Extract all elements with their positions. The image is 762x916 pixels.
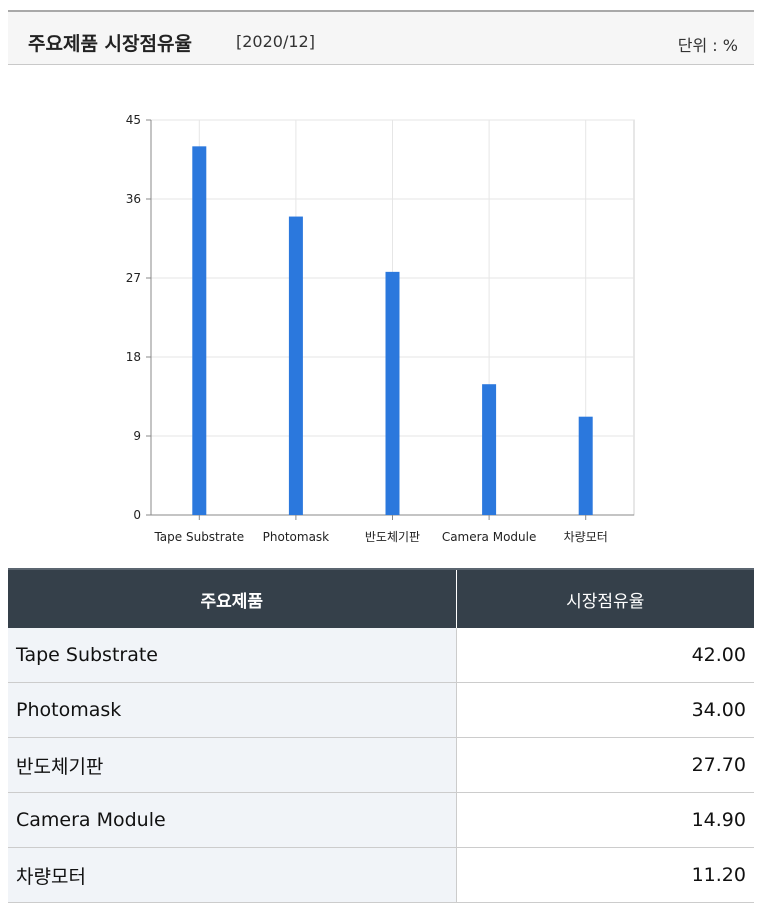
section-title: 주요제품 시장점유율 bbox=[28, 33, 192, 55]
table-row: 반도체기판 27.70 bbox=[8, 737, 754, 793]
period-label: [2020/12] bbox=[236, 32, 315, 51]
share-value-cell: 27.70 bbox=[456, 737, 754, 793]
share-value-cell: 42.00 bbox=[456, 628, 754, 683]
market-share-table: 주요제품 시장점유율 Tape Substrate 42.00 Photomas… bbox=[8, 568, 754, 903]
column-header-product: 주요제품 bbox=[8, 568, 457, 628]
x-tick-label: 반도체기판 bbox=[365, 530, 420, 544]
column-header-share: 시장점유율 bbox=[456, 568, 754, 628]
y-tick-label: 0 bbox=[133, 508, 141, 522]
x-tick-label: 차량모터 bbox=[564, 530, 608, 544]
y-tick-label: 9 bbox=[133, 429, 141, 443]
bar-5 bbox=[578, 416, 593, 515]
table-header-row: 주요제품 시장점유율 bbox=[8, 568, 754, 628]
bar-2 bbox=[288, 216, 303, 516]
product-name-cell: Camera Module bbox=[8, 792, 457, 848]
product-name-cell: 반도체기판 bbox=[8, 737, 457, 793]
market-share-chart: 0 9 18 27 36 45 Tape Substrate Photomask 반도체기판 Ca… bbox=[8, 65, 754, 565]
table-row: Tape Substrate 42.00 bbox=[8, 628, 754, 683]
table-row: 차량모터 11.20 bbox=[8, 847, 754, 903]
unit-label: 단위 : % bbox=[677, 36, 738, 55]
y-tick-label: 18 bbox=[126, 350, 141, 364]
bar-1 bbox=[192, 146, 207, 515]
share-value-cell: 34.00 bbox=[456, 682, 754, 738]
table-row: Photomask 34.00 bbox=[8, 682, 754, 738]
bar-4 bbox=[482, 384, 497, 515]
share-value-cell: 14.90 bbox=[456, 792, 754, 848]
share-value-cell: 11.20 bbox=[456, 847, 754, 903]
chart-svg: 0 9 18 27 36 45 Tape Substrate Photomask 반도체기판 Ca… bbox=[126, 113, 635, 544]
y-tick-label: 45 bbox=[126, 113, 141, 127]
product-name-cell: Tape Substrate bbox=[8, 628, 457, 683]
table-row: Camera Module 14.90 bbox=[8, 792, 754, 848]
y-tick-label: 27 bbox=[126, 271, 141, 285]
y-tick-label: 36 bbox=[126, 192, 141, 206]
product-name-cell: Photomask bbox=[8, 682, 457, 738]
product-name-cell: 차량모터 bbox=[8, 847, 457, 903]
bar-3 bbox=[385, 271, 400, 515]
x-tick-label: Camera Module bbox=[442, 530, 537, 544]
x-tick-label: Tape Substrate bbox=[153, 530, 244, 544]
x-tick-label: Photomask bbox=[263, 530, 330, 544]
section-header: 주요제품 시장점유율 [2020/12] 단위 : % bbox=[8, 10, 754, 65]
